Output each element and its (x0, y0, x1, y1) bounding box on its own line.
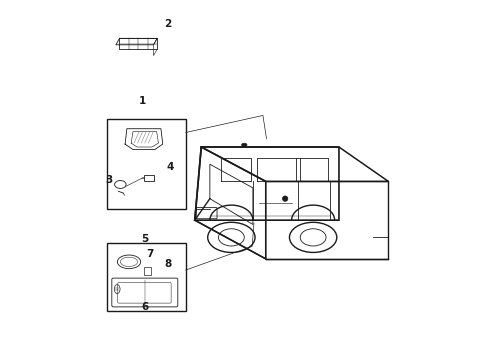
Text: 8: 8 (164, 259, 171, 269)
Text: 5: 5 (141, 234, 148, 244)
Bar (144, 175, 154, 181)
Text: 6: 6 (141, 302, 148, 312)
Text: 3: 3 (105, 175, 112, 185)
Text: 4: 4 (166, 162, 173, 172)
Ellipse shape (282, 196, 288, 201)
Text: 1: 1 (139, 96, 147, 106)
Bar (107, 243, 186, 311)
Bar (144, 267, 151, 275)
Bar (107, 119, 186, 209)
Text: 2: 2 (164, 19, 171, 29)
Ellipse shape (242, 143, 247, 147)
Text: 7: 7 (147, 248, 154, 258)
